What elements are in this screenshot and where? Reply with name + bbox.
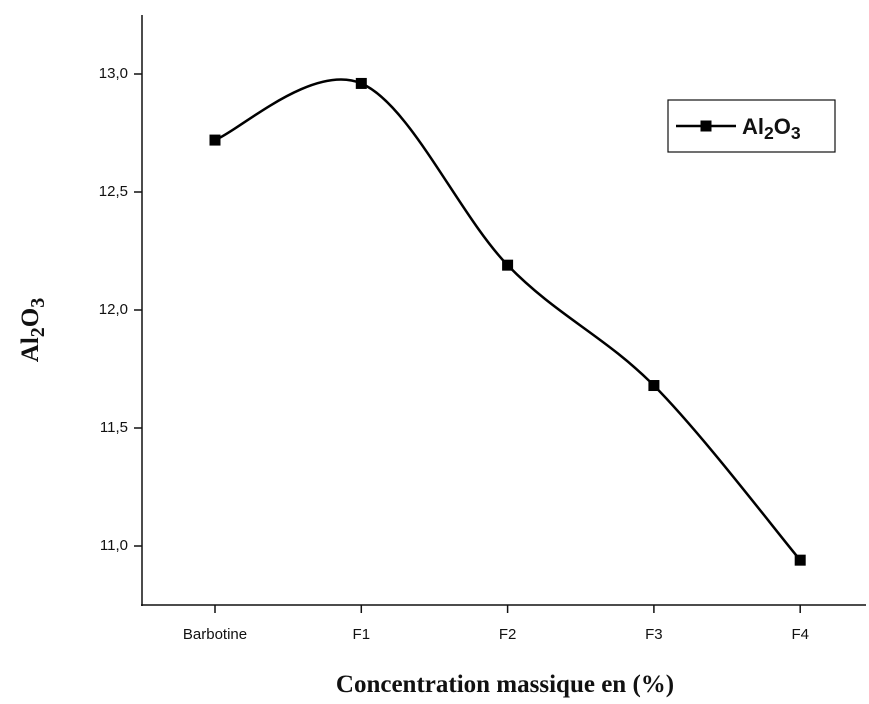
point-marker (355, 77, 367, 89)
x-tick-label: F2 (499, 626, 517, 643)
x-tick-label: Barbotine (183, 626, 247, 643)
y-tick-label: 13,0 (99, 65, 128, 82)
x-tick-label: F3 (645, 626, 663, 643)
point-marker (209, 134, 221, 146)
x-tick-label: F1 (353, 626, 371, 643)
x-tick-label: F4 (791, 626, 809, 643)
legend-label: Al2O3 (742, 114, 801, 143)
y-tick-label: 12,0 (99, 301, 128, 318)
point-marker (794, 554, 806, 566)
y-tick-label: 12,5 (99, 183, 128, 200)
y-tick-label: 11,0 (100, 537, 128, 554)
x-axis-title: Concentration massique en (%) (336, 671, 674, 698)
y-tick-label: 11,5 (100, 419, 128, 436)
y-axis-title: Al2O3 (17, 298, 49, 362)
legend-marker (700, 120, 712, 132)
point-marker (502, 259, 514, 271)
point-marker (648, 380, 660, 392)
